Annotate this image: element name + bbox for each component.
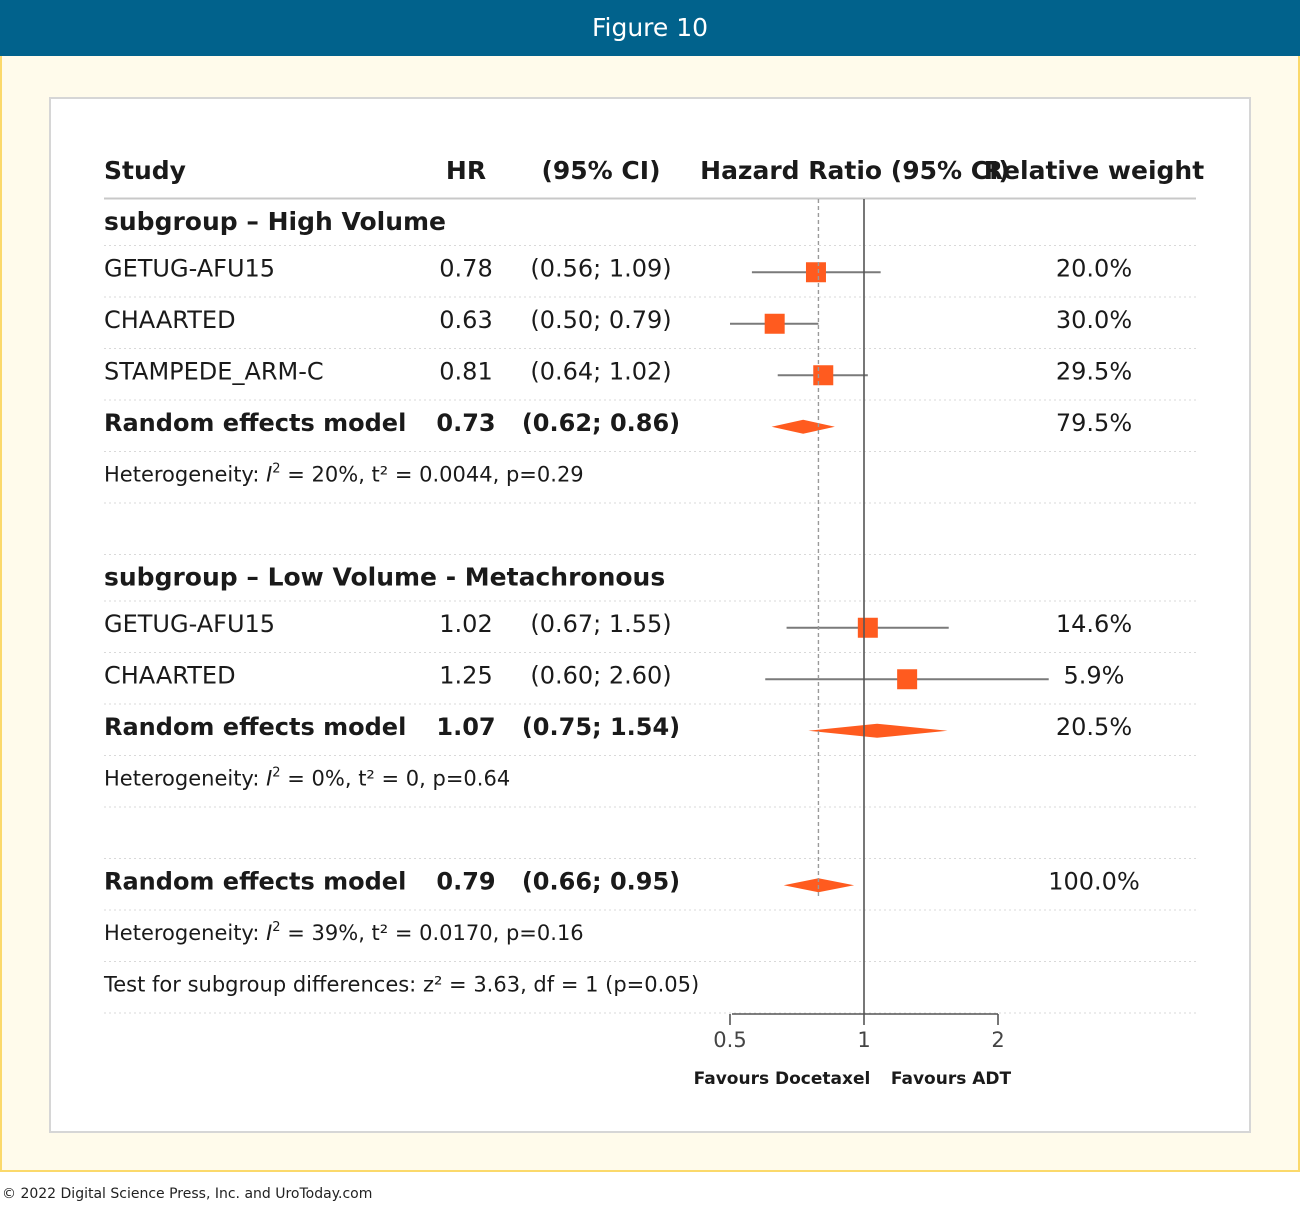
- weight-value: 29.5%: [1056, 358, 1132, 386]
- row-separators: [104, 197, 1196, 1014]
- weight-value: 14.6%: [1056, 610, 1132, 638]
- model-weight-value: 79.5%: [1056, 409, 1132, 437]
- col-header-weight: Relative weight: [984, 156, 1204, 185]
- study-name: CHAARTED: [104, 662, 236, 690]
- hr-value: 0.78: [439, 255, 492, 283]
- weight-value: 30.0%: [1056, 306, 1132, 334]
- hr-marker: [897, 669, 918, 690]
- col-header-hr: HR: [446, 156, 486, 185]
- x-axis-tick-label: 0.5: [713, 1028, 746, 1052]
- ci-value: (0.64; 1.02): [530, 358, 671, 386]
- weight-value: 20.0%: [1056, 255, 1132, 283]
- axis-label-favours-adt: Favours ADT: [891, 1069, 1012, 1089]
- subgroup-title: subgroup – Low Volume - Metachronous: [104, 563, 665, 592]
- col-header-ci: (95% CI): [541, 156, 660, 185]
- figure-title: Figure 10: [0, 0, 1300, 56]
- hr-marker: [805, 262, 826, 283]
- hr-value: 0.81: [439, 358, 492, 386]
- ci-value: (0.50; 0.79): [530, 306, 671, 334]
- heterogeneity-text: Heterogeneity: I2 = 20%, t² = 0.0044, p=…: [104, 462, 584, 487]
- ci-value: (0.60; 2.60): [530, 662, 671, 690]
- model-weight-value: 20.5%: [1056, 713, 1132, 741]
- x-axis-tick-label: 2: [991, 1028, 1004, 1052]
- forest-plot-panel: Study HR (95% CI) Hazard Ratio (95% CI) Rela…: [49, 97, 1251, 1133]
- model-label: Random effects model: [104, 713, 406, 741]
- study-name: GETUG-AFU15: [104, 610, 275, 638]
- hr-value: 1.02: [439, 610, 492, 638]
- model-weight-value: 100.0%: [1048, 868, 1140, 896]
- study-name: CHAARTED: [104, 306, 236, 334]
- plot-area: [729, 199, 1049, 1025]
- model-label: Random effects model: [104, 868, 406, 896]
- heterogeneity-text: Heterogeneity: I2 = 39%, t² = 0.0170, p=…: [104, 920, 584, 945]
- model-ci-value: (0.62; 0.86): [522, 409, 680, 437]
- pooled-diamond: [771, 419, 835, 434]
- pooled-diamond: [808, 723, 948, 738]
- hr-marker: [813, 365, 834, 386]
- model-hr-value: 0.79: [436, 868, 495, 896]
- forest-plot: Study HR (95% CI) Hazard Ratio (95% CI)Rela…: [103, 156, 1204, 1089]
- ci-value: (0.67; 1.55): [530, 610, 671, 638]
- hr-marker: [764, 313, 785, 334]
- hr-value: 1.25: [439, 662, 492, 690]
- weight-value: 5.9%: [1064, 662, 1125, 690]
- copyright-notice: © 2022 Digital Science Press, Inc. and U…: [2, 1186, 373, 1202]
- heterogeneity-text: Heterogeneity: I2 = 0%, t² = 0, p=0.64: [104, 766, 510, 791]
- subgroup-title: subgroup – High Volume: [104, 207, 446, 236]
- hr-marker: [857, 617, 878, 638]
- ci-value: (0.56; 1.09): [530, 255, 671, 283]
- study-name: STAMPEDE_ARM-C: [104, 358, 324, 386]
- model-hr-value: 0.73: [436, 409, 495, 437]
- table-text: Study HR (95% CI) Hazard Ratio (95% CI)Rela…: [103, 156, 1204, 1089]
- subgroup-test-text: Test for subgroup differences: z² = 3.63…: [103, 973, 699, 997]
- col-header-hazard-ratio: Hazard Ratio (95% CI): [700, 156, 1010, 185]
- study-name: GETUG-AFU15: [104, 255, 275, 283]
- model-ci-value: (0.66; 0.95): [522, 868, 680, 896]
- col-header-study: Study: [104, 156, 186, 185]
- model-label: Random effects model: [104, 409, 406, 437]
- model-hr-value: 1.07: [436, 713, 495, 741]
- x-axis-tick-label: 1: [857, 1028, 870, 1052]
- axis-label-favours-docetaxel: Favours Docetaxel: [694, 1069, 871, 1089]
- model-ci-value: (0.75; 1.54): [522, 713, 680, 741]
- hr-value: 0.63: [439, 306, 492, 334]
